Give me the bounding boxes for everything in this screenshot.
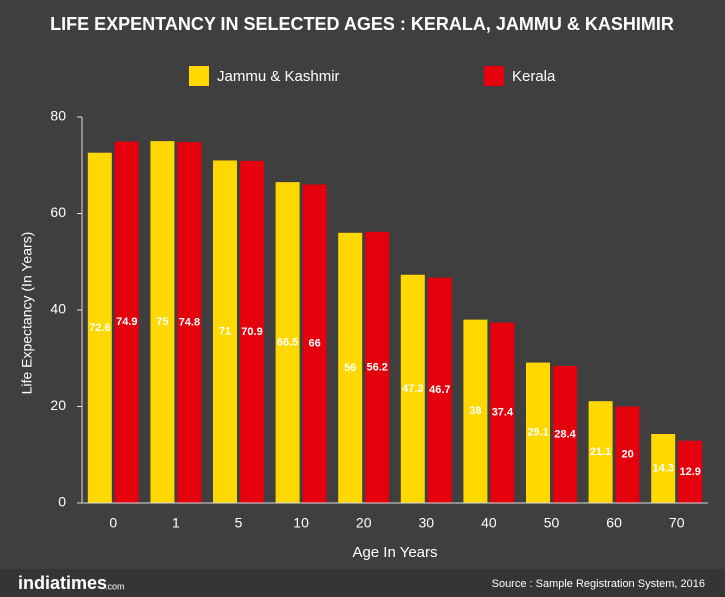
y-tick-label: 0 — [58, 494, 66, 510]
bar — [302, 184, 327, 504]
data-label: 72.6 — [89, 322, 110, 334]
bar — [150, 141, 175, 503]
data-label: 38 — [469, 405, 481, 417]
bar — [490, 322, 515, 503]
data-label: 56 — [344, 362, 356, 374]
data-label: 12.9 — [679, 466, 700, 478]
bar — [114, 141, 139, 504]
data-label: 75 — [156, 316, 168, 328]
data-label: 47.3 — [402, 383, 423, 395]
data-label: 14.3 — [652, 462, 673, 474]
y-axis-title: Life Expectancy (In Years) — [19, 232, 35, 395]
x-axis-title: Age In Years — [352, 544, 437, 561]
y-tick-label: 80 — [50, 108, 66, 124]
bar — [526, 362, 550, 503]
x-tick-label: 70 — [669, 515, 685, 531]
data-label: 74.8 — [179, 316, 200, 328]
data-label: 74.9 — [116, 316, 137, 328]
data-label: 21.1 — [590, 446, 611, 458]
bar — [651, 434, 676, 503]
legend-label: Kerala — [512, 68, 556, 85]
bar — [553, 365, 577, 503]
x-tick-label: 10 — [293, 515, 309, 531]
x-tick-label: 5 — [235, 515, 243, 531]
data-label: 70.9 — [241, 326, 262, 338]
bar — [275, 182, 300, 503]
x-tick-label: 0 — [109, 515, 117, 531]
bar — [87, 152, 112, 503]
bar — [338, 232, 363, 504]
bar — [213, 160, 237, 504]
legend-label: Jammu & Kashmir — [217, 68, 340, 85]
y-tick-label: 60 — [50, 204, 66, 220]
x-tick-label: 40 — [481, 515, 497, 531]
x-tick-label: 60 — [606, 515, 622, 531]
bar — [177, 142, 202, 503]
x-tick-label: 1 — [172, 515, 180, 531]
brand-suffix: .com — [105, 581, 125, 591]
bar — [615, 406, 640, 503]
y-tick-label: 40 — [50, 301, 66, 317]
bar — [678, 440, 703, 503]
legend-swatch — [189, 66, 209, 86]
data-label: 66.5 — [277, 336, 298, 348]
x-tick-label: 50 — [544, 515, 560, 531]
bar — [463, 319, 488, 503]
chart-title: LIFE EXPENTANCY IN SELECTED AGES : KERAL… — [50, 14, 674, 34]
x-tick-label: 30 — [419, 515, 435, 531]
bar — [588, 401, 613, 503]
data-label: 28.4 — [554, 428, 576, 440]
footer — [0, 569, 725, 597]
bar — [427, 277, 452, 503]
bar — [240, 160, 264, 503]
data-label: 56.2 — [366, 361, 387, 373]
bar — [365, 231, 390, 503]
data-label: 37.4 — [492, 407, 514, 419]
x-tick-label: 20 — [356, 515, 372, 531]
data-label: 46.7 — [429, 384, 450, 396]
data-label: 29.1 — [527, 427, 548, 439]
data-label: 66 — [308, 338, 320, 350]
source: Source : Sample Registration System, 201… — [492, 578, 705, 590]
brand: indiatimes — [18, 573, 107, 593]
data-label: 20 — [621, 449, 633, 461]
bar — [400, 274, 425, 503]
y-tick-label: 20 — [50, 397, 66, 413]
data-label: 71 — [219, 326, 231, 338]
legend-swatch — [484, 66, 504, 86]
